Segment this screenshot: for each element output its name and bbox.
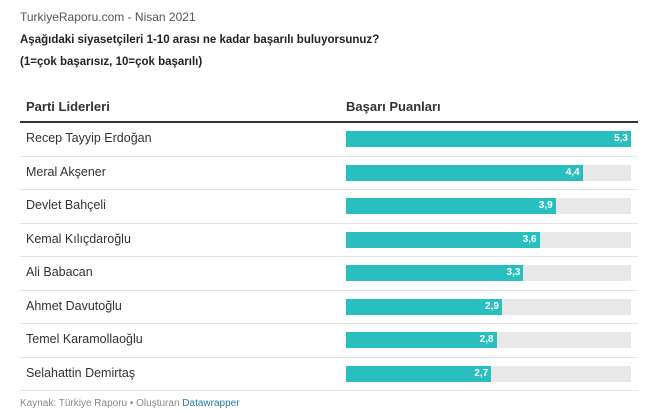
chart-question: Aşağıdaki siyasetçileri 1-10 arası ne ka… <box>20 34 380 46</box>
leader-name: Devlet Bahçeli <box>26 198 106 212</box>
table-header: Parti Liderleri Başarı Puanları <box>20 93 638 123</box>
bar-track: 3,9 <box>346 198 631 214</box>
bar-value-label: 2,8 <box>479 334 494 345</box>
bar-value-label: 2,9 <box>485 300 499 312</box>
bar: 5,3 <box>346 131 631 147</box>
bar-value-label: 3,6 <box>522 233 537 245</box>
table-body: Recep Tayyip Erdoğan 5,3 Meral Akşener 4,4 D… <box>20 123 638 391</box>
bar-track: 2,7 <box>346 365 631 382</box>
bar-track: 3,6 <box>346 231 631 248</box>
table-row: Ahmet Davutoğlu 2,9 <box>20 291 638 324</box>
leader-name: Kemal Kılıçdaroğlu <box>26 231 131 246</box>
leader-name: Selahattin Demirtaş <box>26 365 136 380</box>
bar-value-label: 5,3 <box>614 133 628 144</box>
bar-value-label: 2,7 <box>474 367 489 379</box>
footer-source: Kaynak: Türkiye Raporu • Oluşturan <box>20 398 183 409</box>
leader-name: Temel Karamollaoğlu <box>26 332 143 346</box>
bar-track: 2,9 <box>346 298 631 315</box>
leader-name: Ahmet Davutoğlu <box>26 298 122 313</box>
bar-value-label: 3,9 <box>538 200 553 211</box>
leader-name: Meral Akşener <box>26 164 106 179</box>
column-header-scores: Başarı Puanları <box>346 99 441 114</box>
bar: 2,9 <box>346 298 502 315</box>
bar-value-label: 3,3 <box>506 267 521 278</box>
source-line: TurkiyeRaporu.com - Nisan 2021 <box>20 10 196 24</box>
bar-table: Parti Liderleri Başarı Puanları Recep Ta… <box>20 93 638 391</box>
leader-name: Recep Tayyip Erdoğan <box>26 131 152 145</box>
column-header-leaders: Parti Liderleri <box>26 99 110 114</box>
footer: Kaynak: Türkiye Raporu • Oluşturan Dataw… <box>20 398 240 409</box>
bar: 2,7 <box>346 365 492 382</box>
bar: 2,8 <box>346 332 497 348</box>
bar: 3,3 <box>346 265 524 281</box>
bar-track: 5,3 <box>346 131 631 147</box>
table-row: Selahattin Demirtaş 2,7 <box>20 358 638 391</box>
bar: 4,4 <box>346 164 583 181</box>
bar-value-label: 4,4 <box>565 166 580 178</box>
bar-track: 3,3 <box>346 265 631 281</box>
chart-header: TurkiyeRaporu.com - Nisan 2021 Aşağıdaki… <box>20 8 638 68</box>
bar: 3,6 <box>346 231 540 248</box>
table-row: Ali Babacan 3,3 <box>20 257 638 291</box>
table-row: Devlet Bahçeli 3,9 <box>20 190 638 224</box>
table-row: Recep Tayyip Erdoğan 5,3 <box>20 123 638 157</box>
table-row: Kemal Kılıçdaroğlu 3,6 <box>20 224 638 257</box>
table-row: Temel Karamollaoğlu 2,8 <box>20 324 638 358</box>
table-row: Meral Akşener 4,4 <box>20 157 638 190</box>
leader-name: Ali Babacan <box>26 265 93 279</box>
bar: 3,9 <box>346 198 556 214</box>
bar-track: 2,8 <box>346 332 631 348</box>
footer-tool-link[interactable]: Datawrapper <box>182 398 240 409</box>
scale-note: (1=çok başarısız, 10=çok başarılı) <box>20 56 203 68</box>
bar-track: 4,4 <box>346 164 631 181</box>
